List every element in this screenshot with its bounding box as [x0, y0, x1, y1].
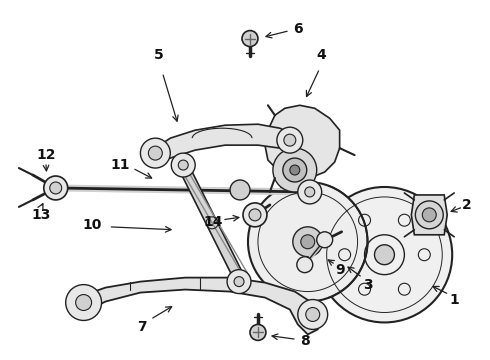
Text: 2: 2: [462, 198, 472, 212]
Polygon shape: [78, 278, 319, 334]
Circle shape: [172, 153, 195, 177]
Text: 11: 11: [111, 158, 130, 172]
Polygon shape: [178, 168, 245, 278]
Circle shape: [317, 232, 333, 248]
Circle shape: [298, 180, 322, 204]
Circle shape: [306, 307, 319, 321]
Circle shape: [422, 208, 436, 222]
Text: 14: 14: [203, 215, 223, 229]
Circle shape: [374, 245, 394, 265]
Circle shape: [243, 203, 267, 227]
Circle shape: [317, 187, 452, 323]
Circle shape: [148, 146, 162, 160]
Circle shape: [242, 31, 258, 46]
Circle shape: [298, 300, 328, 329]
Polygon shape: [265, 105, 340, 178]
Text: 12: 12: [36, 148, 55, 162]
Circle shape: [50, 182, 62, 194]
Circle shape: [44, 176, 68, 200]
Circle shape: [141, 138, 171, 168]
Text: 1: 1: [449, 293, 459, 306]
Text: 10: 10: [83, 218, 102, 232]
Polygon shape: [150, 124, 295, 162]
Text: 9: 9: [335, 263, 344, 276]
Circle shape: [290, 165, 300, 175]
Circle shape: [283, 158, 307, 182]
Circle shape: [293, 227, 323, 257]
Text: 13: 13: [31, 208, 50, 222]
Circle shape: [416, 201, 443, 229]
Text: 4: 4: [317, 49, 326, 63]
Circle shape: [227, 270, 251, 293]
Circle shape: [250, 324, 266, 340]
Circle shape: [301, 235, 315, 249]
Text: 5: 5: [153, 49, 163, 63]
Text: 6: 6: [293, 22, 303, 36]
Circle shape: [284, 134, 296, 146]
Circle shape: [277, 127, 303, 153]
Circle shape: [66, 285, 101, 320]
Circle shape: [75, 294, 92, 310]
Circle shape: [248, 182, 368, 302]
Text: 8: 8: [300, 334, 310, 348]
Text: 3: 3: [363, 278, 372, 292]
Polygon shape: [412, 195, 447, 235]
Circle shape: [297, 257, 313, 273]
Text: 7: 7: [138, 320, 147, 334]
Circle shape: [305, 187, 315, 197]
Circle shape: [249, 209, 261, 221]
Circle shape: [234, 276, 244, 287]
Circle shape: [230, 180, 250, 200]
Circle shape: [178, 160, 188, 170]
Circle shape: [273, 148, 317, 192]
